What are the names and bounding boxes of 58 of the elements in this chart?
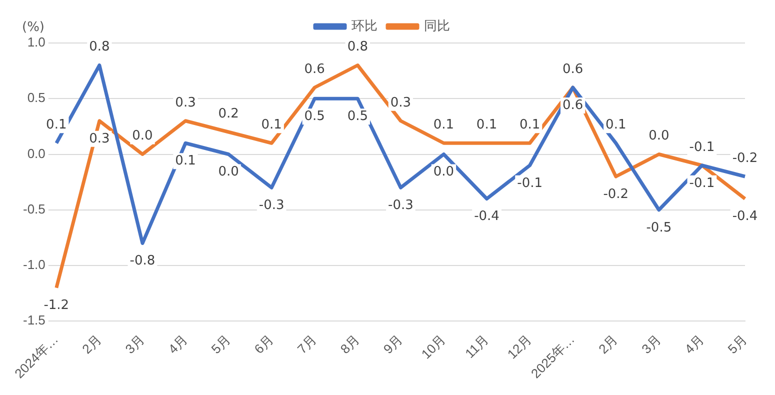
y-tick-label: -1.5 (22, 312, 46, 328)
data-label: -0.8 (130, 254, 156, 269)
data-label: -0.3 (388, 198, 414, 214)
x-tick-label: 12月 (504, 332, 534, 362)
y-tick-label: 1.0 (27, 34, 46, 50)
data-label: 0.1 (519, 118, 540, 133)
x-tick-label: 8月 (337, 332, 362, 357)
x-tick-label: 4月 (165, 332, 190, 357)
x-tick-label: 10月 (418, 332, 448, 362)
data-label: -0.1 (689, 176, 715, 191)
data-label: 0.6 (304, 62, 325, 77)
x-tick-label: 9月 (380, 332, 406, 357)
data-label: 0.1 (606, 118, 626, 133)
data-label: -0.4 (732, 209, 758, 224)
data-label: 0.5 (347, 109, 368, 124)
x-tick-label: 3月 (122, 332, 148, 357)
data-label: 0.6 (562, 62, 584, 77)
x-tick-label: 2月 (79, 332, 104, 357)
data-label: -0.4 (474, 209, 500, 224)
legend-label: 环比 (352, 18, 378, 34)
data-label: 0.3 (175, 95, 196, 110)
data-label: 0.0 (132, 128, 153, 144)
data-label: 0.5 (304, 109, 325, 124)
data-label: 0.3 (89, 131, 110, 146)
data-label: 0.1 (175, 154, 196, 169)
legend-label: 同比 (424, 18, 450, 34)
x-tick-label: 2月 (596, 332, 621, 357)
data-label: 0.0 (433, 164, 454, 180)
data-label: 0.1 (261, 118, 282, 133)
y-tick-label: -1.0 (22, 257, 46, 272)
data-label: 0.2 (218, 106, 239, 122)
y-tick-label: 0.5 (27, 90, 46, 106)
data-label: -0.5 (646, 220, 672, 236)
x-tick-label: 5月 (208, 332, 234, 357)
data-label: 0.3 (390, 95, 412, 110)
data-label: -0.1 (689, 140, 715, 155)
y-tick-label: -0.5 (22, 201, 46, 216)
data-label: 0.1 (46, 118, 67, 133)
data-label: 0.8 (89, 40, 110, 55)
y-axis-title: (%) (22, 20, 44, 35)
data-label: -0.3 (258, 198, 284, 214)
data-label: 0.1 (476, 118, 498, 133)
data-label: 0.0 (218, 164, 239, 180)
x-tick-label: 4月 (682, 332, 707, 357)
data-label: -1.2 (44, 298, 70, 314)
data-label: 0.0 (648, 128, 670, 144)
data-label: -0.2 (603, 186, 629, 202)
x-tick-label: 5月 (724, 332, 750, 357)
data-label: 0.8 (347, 40, 368, 55)
x-tick-label: 6月 (251, 332, 276, 357)
x-tick-label: 11月 (462, 332, 492, 362)
data-label: -0.2 (732, 150, 758, 166)
data-label: 0.6 (562, 98, 584, 113)
data-label: 0.1 (433, 118, 454, 133)
y-tick-label: 0.0 (27, 146, 46, 161)
x-tick-label: 3月 (638, 332, 664, 357)
data-label: -0.1 (517, 176, 542, 191)
x-tick-label: 7月 (294, 332, 320, 357)
